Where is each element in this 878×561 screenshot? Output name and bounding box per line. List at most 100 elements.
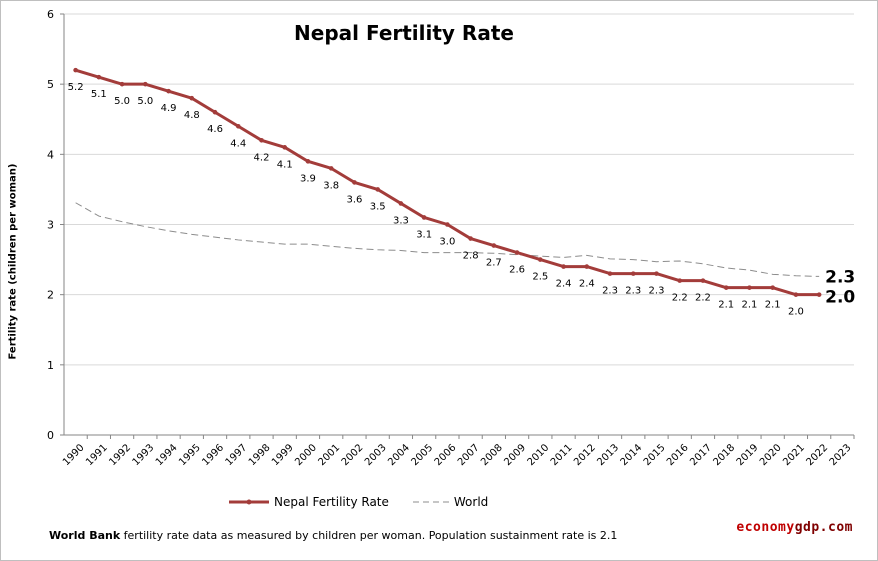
nepal-data-label: 2.3	[602, 286, 618, 297]
x-tick-label: 2018	[712, 442, 738, 468]
nepal-point	[491, 243, 497, 248]
x-tick-label: 2013	[595, 442, 621, 468]
legend-item-world: World	[412, 495, 489, 509]
nepal-data-label: 2.6	[509, 265, 525, 276]
x-tick-label: 2014	[619, 442, 645, 468]
nepal-data-label: 4.2	[254, 152, 270, 163]
legend-label-world: World	[453, 495, 489, 509]
x-tick-label: 2001	[317, 442, 343, 468]
nepal-point	[700, 278, 706, 283]
nepal-data-label: 3.3	[393, 215, 409, 226]
x-tick-label: 2004	[386, 442, 412, 468]
brand-logo[interactable]: economygdp.com	[736, 520, 853, 535]
x-tick-label: 1997	[224, 442, 250, 468]
nepal-data-label: 4.1	[277, 159, 293, 170]
nepal-line	[75, 68, 820, 297]
nepal-point	[538, 257, 543, 262]
nepal-data-label: 2.1	[741, 300, 757, 311]
x-tick-label: 2002	[340, 442, 366, 468]
nepal-point	[630, 271, 636, 276]
x-tick-label: 2009	[502, 442, 528, 468]
nepal-data-label: 3.9	[300, 173, 316, 184]
nepal-data-label: 2.2	[695, 293, 711, 304]
nepal-point	[770, 285, 775, 290]
x-tick-label: 2011	[549, 442, 575, 468]
legend-marker-nepal	[229, 499, 269, 505]
x-tick-label: 1998	[247, 442, 273, 468]
x-tick-label: 2023	[828, 442, 854, 468]
nepal-point	[421, 215, 427, 220]
nepal-end-label: 2.0	[825, 288, 855, 308]
nepal-point	[189, 95, 195, 101]
nepal-data-label: 4.6	[207, 124, 223, 135]
nepal-data-label: 2.3	[649, 286, 665, 297]
x-tick-label: 1995	[177, 442, 203, 468]
x-tick-label: 2017	[688, 442, 714, 468]
world-end-label: 2.3	[825, 267, 855, 287]
x-tick-label: 1991	[84, 442, 110, 468]
x-tick-label: 2020	[758, 442, 784, 468]
x-tick-label: 1994	[154, 442, 180, 468]
x-tick-label: 2016	[665, 442, 691, 468]
world-line	[75, 202, 820, 277]
nepal-data-label: 2.8	[463, 251, 479, 262]
nepal-data-label: 2.0	[788, 307, 804, 318]
nepal-point	[468, 236, 473, 241]
nepal-point	[375, 187, 380, 192]
nepal-point	[73, 67, 78, 73]
nepal-data-label: 4.4	[230, 138, 246, 149]
y-tick-label: 4	[47, 148, 54, 161]
x-tick-label: 2005	[409, 442, 435, 468]
footer-source: World Bank	[49, 529, 121, 542]
nepal-data-label: 2.1	[718, 300, 734, 311]
nepal-point	[654, 271, 659, 276]
nepal-data-label: 5.2	[68, 82, 84, 93]
footer-note: World Bank fertility rate data as measur…	[49, 529, 617, 542]
y-tick-label: 0	[47, 429, 54, 442]
x-tick-label: 2003	[363, 442, 389, 468]
nepal-point	[166, 88, 171, 94]
nepal-data-label: 3.6	[346, 194, 362, 205]
legend-item-nepal: Nepal Fertility Rate	[229, 495, 389, 509]
x-tick-label: 2007	[456, 442, 482, 468]
nepal-data-label: 4.8	[184, 110, 200, 121]
nepal-point	[816, 292, 822, 297]
nepal-data-label: 5.0	[137, 96, 153, 107]
nepal-data-label: 2.2	[672, 293, 688, 304]
nepal-point	[723, 285, 729, 290]
x-tick-label: 1990	[61, 442, 87, 468]
nepal-point	[119, 81, 125, 87]
nepal-point	[143, 81, 148, 87]
nepal-point	[282, 145, 288, 150]
nepal-data-label: 2.1	[765, 300, 781, 311]
nepal-data-label: 5.0	[114, 96, 130, 107]
nepal-data-label: 4.9	[161, 103, 177, 114]
x-tick-label: 2008	[479, 442, 505, 468]
y-tick-label: 5	[47, 78, 54, 91]
x-tick-label: 2021	[781, 442, 807, 468]
x-tick-label: 2022	[804, 442, 830, 468]
nepal-point	[212, 109, 218, 115]
nepal-point	[793, 292, 799, 297]
nepal-point	[328, 166, 334, 171]
nepal-point	[259, 138, 264, 143]
legend-marker-world	[412, 501, 449, 503]
nepal-data-label: 2.4	[579, 279, 595, 290]
x-tick-label: 2010	[526, 442, 552, 468]
nepal-data-label: 2.7	[486, 258, 502, 269]
x-tick-label: 1999	[270, 442, 296, 468]
x-tick-label: 2006	[433, 442, 459, 468]
brand-part2: gdp.com	[794, 520, 853, 535]
chart-title: Nepal Fertility Rate	[294, 21, 514, 45]
y-tick-label: 1	[47, 359, 54, 372]
footer-text: fertility rate data as measured by child…	[120, 529, 618, 542]
nepal-data-label: 3.0	[439, 237, 455, 248]
x-tick-label: 1992	[107, 442, 133, 468]
x-tick-label: 2019	[735, 442, 761, 468]
nepal-data-label: 5.1	[91, 89, 107, 100]
y-axis-label: Fertility rate (children per woman)	[7, 163, 19, 360]
x-tick-label: 2012	[572, 442, 598, 468]
x-tick-label: 1996	[200, 442, 226, 468]
nepal-point	[747, 285, 752, 290]
